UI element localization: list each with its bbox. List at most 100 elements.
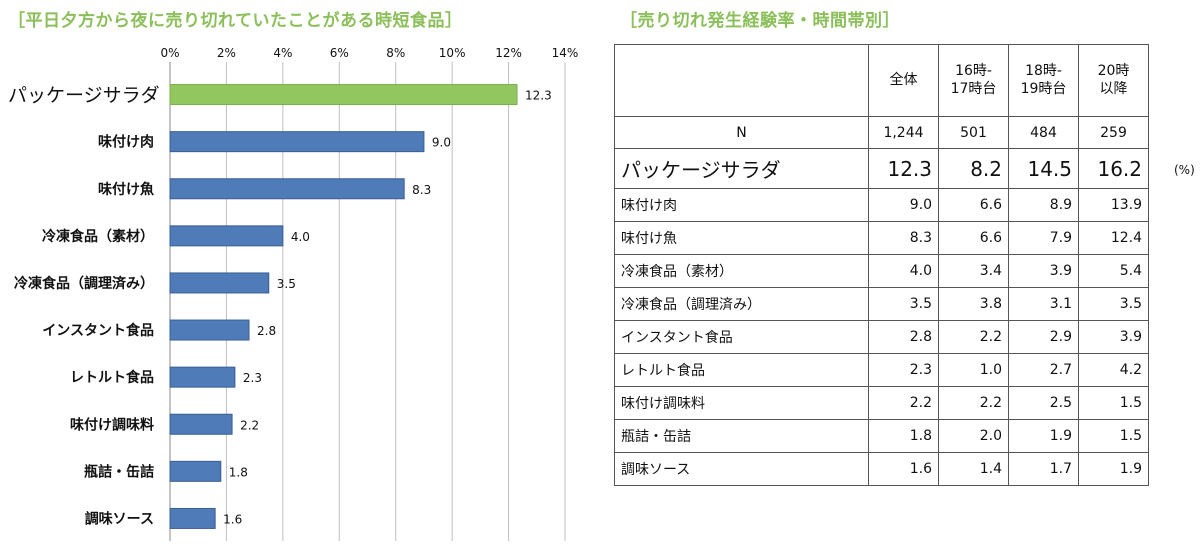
- table-cell: 1.9: [1008, 419, 1079, 453]
- value-label: 3.5: [277, 277, 296, 291]
- bar: [169, 178, 405, 200]
- table-row: 調味ソース 1.6 1.4 1.7 1.9: [614, 452, 1149, 486]
- bar: [169, 225, 284, 247]
- table-cell: 2.2: [938, 320, 1009, 354]
- table-cell: 2.2: [938, 386, 1009, 420]
- table-cell: 3.5: [1078, 287, 1149, 321]
- table-cell: 8.2: [938, 148, 1009, 189]
- table-cell: 12.3: [868, 148, 939, 189]
- table-row: 瓶詰・缶詰 1.8 2.0 1.9 1.5: [614, 419, 1149, 453]
- value-label: 2.2: [240, 418, 259, 432]
- row-label: 味付け魚: [614, 221, 869, 255]
- table-cell: 5.4: [1078, 254, 1149, 288]
- table-cell: 1.8: [868, 419, 939, 453]
- category-label: 冷凍食品（素材）: [42, 228, 154, 245]
- row-label: 味付け肉: [614, 188, 869, 222]
- x-tick-label: 6%: [330, 46, 349, 60]
- n-row: N 1,244 501 484 259: [614, 116, 1149, 149]
- table-header-cell: 20時 以降: [1078, 44, 1149, 117]
- chart-title: ［平日夕方から夜に売り切れていたことがある時短食品］: [8, 11, 463, 31]
- table-cell: 9.0: [868, 188, 939, 222]
- value-label: 12.3: [525, 89, 552, 103]
- table-cell: 6.6: [938, 221, 1009, 255]
- table-cell: 3.1: [1008, 287, 1079, 321]
- bar: [169, 319, 250, 341]
- row-label: 瓶詰・缶詰: [614, 419, 869, 453]
- table-cell: 2.0: [938, 419, 1009, 453]
- x-tick-label: 2%: [217, 46, 236, 60]
- category-label: 調味ソース: [85, 510, 154, 527]
- value-label: 2.3: [243, 371, 262, 385]
- table-cell: 3.9: [1008, 254, 1079, 288]
- table-cell: 1.5: [1078, 419, 1149, 453]
- category-label: インスタント食品: [42, 322, 154, 339]
- table-cell: 2.3: [868, 353, 939, 387]
- category-label: 冷凍食品（調理済み）: [14, 275, 154, 292]
- bar: [169, 84, 518, 106]
- table-header-cell: 16時- 17時台: [938, 44, 1009, 117]
- table-cell: 1.4: [938, 452, 1009, 486]
- value-label: 2.8: [257, 324, 276, 338]
- table-cell: 2.8: [868, 320, 939, 354]
- category-label: レトルト食品: [70, 369, 154, 386]
- table-cell: 2.7: [1008, 353, 1079, 387]
- value-label: 1.6: [223, 512, 242, 526]
- table-cell: 1.5: [1078, 386, 1149, 420]
- value-label: 4.0: [291, 230, 310, 244]
- table-cell: 14.5: [1008, 148, 1079, 189]
- table-cell: 259: [1078, 116, 1149, 149]
- table-cell: 1.9: [1078, 452, 1149, 486]
- table-cell: 4.0: [868, 254, 939, 288]
- table-row: 味付け肉 9.0 6.6 8.9 13.9: [614, 188, 1149, 222]
- table-cell: 1.6: [868, 452, 939, 486]
- table-row: 味付け調味料 2.2 2.2 2.5 1.5: [614, 386, 1149, 420]
- data-table: 全体 16時- 17時台 18時- 19時台 20時 以降 N 1,244 501 484 2…: [614, 44, 1149, 486]
- bar: [169, 460, 222, 482]
- table-cell: 2.9: [1008, 320, 1079, 354]
- x-tick-label: 10%: [439, 46, 466, 60]
- row-label: 調味ソース: [614, 452, 869, 486]
- table-row: 冷凍食品（調理済み） 3.5 3.8 3.1 3.5: [614, 287, 1149, 321]
- value-label: 9.0: [432, 136, 451, 150]
- table-cell: 1,244: [868, 116, 939, 149]
- row-label: レトルト食品: [614, 353, 869, 387]
- unit-label: (%): [1174, 163, 1195, 177]
- table-cell: 484: [1008, 116, 1079, 149]
- table-row: インスタント食品 2.8 2.2 2.9 3.9: [614, 320, 1149, 354]
- category-label: パッケージサラダ: [8, 85, 160, 107]
- x-tick-label: 4%: [273, 46, 292, 60]
- row-label: インスタント食品: [614, 320, 869, 354]
- table-cell: 3.5: [868, 287, 939, 321]
- bar: [169, 131, 425, 153]
- table-header-row: 全体 16時- 17時台 18時- 19時台 20時 以降: [614, 44, 1149, 117]
- category-label: 味付け調味料: [70, 416, 154, 433]
- row-label: 冷凍食品（素材）: [614, 254, 869, 288]
- value-labels: 12.3 9.0 8.3 4.0 3.5 2.8 2.3 2.2 1.8 1.6: [223, 89, 552, 527]
- row-label: 味付け調味料: [614, 386, 869, 420]
- table-title: ［売り切れ発生経験率・時間帯別］: [620, 11, 900, 31]
- table-cell: 4.2: [1078, 353, 1149, 387]
- chart-bars: [169, 84, 518, 529]
- table-row: 冷凍食品（素材） 4.0 3.4 3.9 5.4: [614, 254, 1149, 288]
- bar: [169, 507, 216, 529]
- table-header-corner: [614, 44, 869, 117]
- table-cell: 7.9: [1008, 221, 1079, 255]
- table-row: レトルト食品 2.3 1.0 2.7 4.2: [614, 353, 1149, 387]
- x-axis-ticks: 0% 2% 4% 6% 8% 10% 12% 14%: [160, 46, 578, 60]
- table-header-cell: 全体: [868, 44, 939, 117]
- table-cell: 8.3: [868, 221, 939, 255]
- table-cell: 501: [938, 116, 1009, 149]
- category-label: 味付け魚: [98, 181, 154, 198]
- table-cell: 1.0: [938, 353, 1009, 387]
- value-label: 1.8: [229, 465, 248, 479]
- table-cell: 3.9: [1078, 320, 1149, 354]
- x-tick-label: 14%: [552, 46, 579, 60]
- category-label: 味付け肉: [98, 134, 154, 151]
- table-cell: 2.5: [1008, 386, 1079, 420]
- category-label: 瓶詰・缶詰: [84, 463, 154, 480]
- table-cell: 8.9: [1008, 188, 1079, 222]
- table-cell: 2.2: [868, 386, 939, 420]
- table-cell: 1.7: [1008, 452, 1079, 486]
- table-header-cell: 18時- 19時台: [1008, 44, 1079, 117]
